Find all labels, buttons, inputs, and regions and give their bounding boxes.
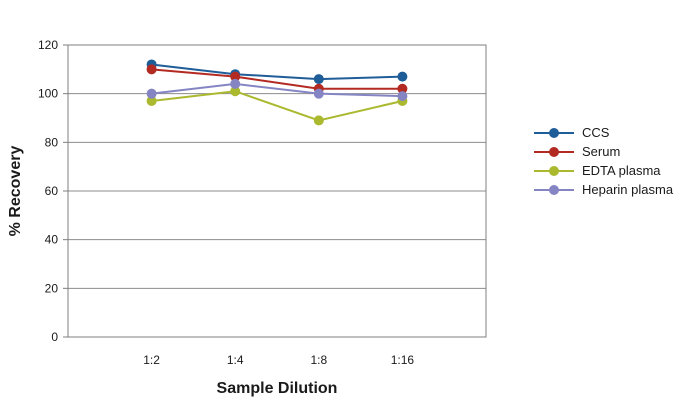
data-point (230, 71, 241, 82)
y-tick-label: 100 (38, 87, 58, 101)
x-tick-label: 1:4 (227, 353, 244, 367)
data-point (313, 115, 324, 126)
legend-label: Serum (582, 144, 620, 159)
x-tick-label: 1:16 (391, 353, 415, 367)
legend-item: CCS (534, 125, 610, 140)
data-point (146, 88, 157, 99)
data-point (146, 64, 157, 75)
x-axis-title: Sample Dilution (217, 380, 338, 397)
legend-label: Heparin plasma (582, 182, 674, 197)
y-axis-title: % Recovery (7, 146, 24, 237)
y-tick-label: 0 (51, 330, 58, 344)
legend-marker (549, 185, 559, 195)
y-tick-label: 80 (45, 135, 59, 149)
legend-marker (549, 166, 559, 176)
y-tick-label: 40 (45, 233, 59, 247)
x-axis-ticks: 1:2 1:4 1:8 1:16 (143, 353, 414, 367)
y-tick-label: 120 (38, 38, 58, 52)
gridlines (68, 93, 486, 289)
series-line (151, 90, 403, 122)
data-point (313, 88, 324, 99)
y-axis-ticks: 0 20 40 60 80 100 120 (38, 38, 68, 344)
series-line (151, 68, 403, 90)
legend-item: EDTA plasma (534, 163, 661, 178)
series-edta-plasma (146, 86, 408, 126)
data-point (230, 78, 241, 89)
y-tick-label: 60 (45, 184, 59, 198)
series-line (151, 82, 403, 98)
series-line (151, 63, 403, 81)
data-point (146, 95, 157, 106)
data-point (313, 74, 324, 85)
data-point (397, 83, 408, 94)
data-point (397, 71, 408, 82)
data-point (397, 91, 408, 102)
legend: CCS Serum EDTA plasma Heparin plasma (534, 125, 674, 197)
legend-label: CCS (582, 125, 610, 140)
legend-item: Heparin plasma (534, 182, 674, 197)
series-heparin-plasma (146, 78, 408, 102)
x-tick-label: 1:2 (143, 353, 160, 367)
legend-label: EDTA plasma (582, 163, 661, 178)
series-group (146, 59, 408, 126)
legend-item: Serum (534, 144, 620, 159)
legend-marker (549, 128, 559, 138)
y-tick-label: 20 (45, 281, 59, 295)
legend-marker (549, 147, 559, 157)
data-point (230, 86, 241, 97)
x-tick-label: 1:8 (310, 353, 327, 367)
